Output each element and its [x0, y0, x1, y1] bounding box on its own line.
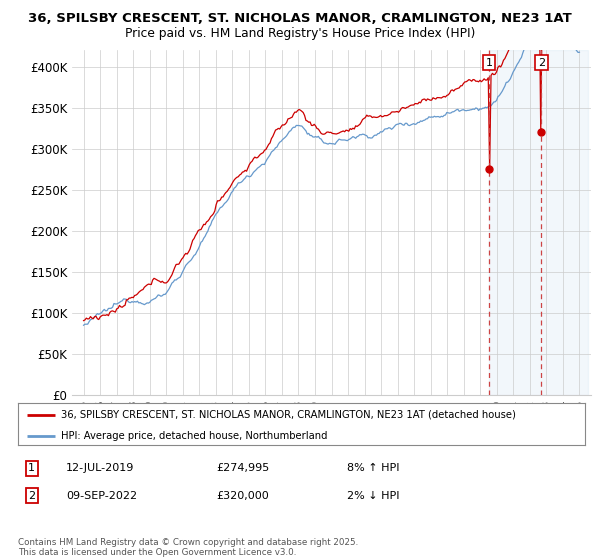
Text: Contains HM Land Registry data © Crown copyright and database right 2025.
This d: Contains HM Land Registry data © Crown c… — [18, 538, 358, 557]
Text: £274,995: £274,995 — [217, 463, 270, 473]
Text: 12-JUL-2019: 12-JUL-2019 — [66, 463, 134, 473]
Bar — [489, 50, 587, 395]
Text: 2: 2 — [538, 58, 545, 68]
Text: 09-SEP-2022: 09-SEP-2022 — [66, 491, 137, 501]
Text: 1: 1 — [485, 58, 493, 68]
Text: HPI: Average price, detached house, Northumberland: HPI: Average price, detached house, Nort… — [61, 431, 327, 441]
Text: Price paid vs. HM Land Registry's House Price Index (HPI): Price paid vs. HM Land Registry's House … — [125, 27, 475, 40]
Text: 2: 2 — [28, 491, 35, 501]
Text: 36, SPILSBY CRESCENT, ST. NICHOLAS MANOR, CRAMLINGTON, NE23 1AT: 36, SPILSBY CRESCENT, ST. NICHOLAS MANOR… — [28, 12, 572, 25]
Text: £320,000: £320,000 — [217, 491, 269, 501]
Text: 36, SPILSBY CRESCENT, ST. NICHOLAS MANOR, CRAMLINGTON, NE23 1AT (detached house): 36, SPILSBY CRESCENT, ST. NICHOLAS MANOR… — [61, 410, 515, 420]
Text: 1: 1 — [28, 463, 35, 473]
Text: 8% ↑ HPI: 8% ↑ HPI — [347, 463, 400, 473]
Text: 2% ↓ HPI: 2% ↓ HPI — [347, 491, 400, 501]
